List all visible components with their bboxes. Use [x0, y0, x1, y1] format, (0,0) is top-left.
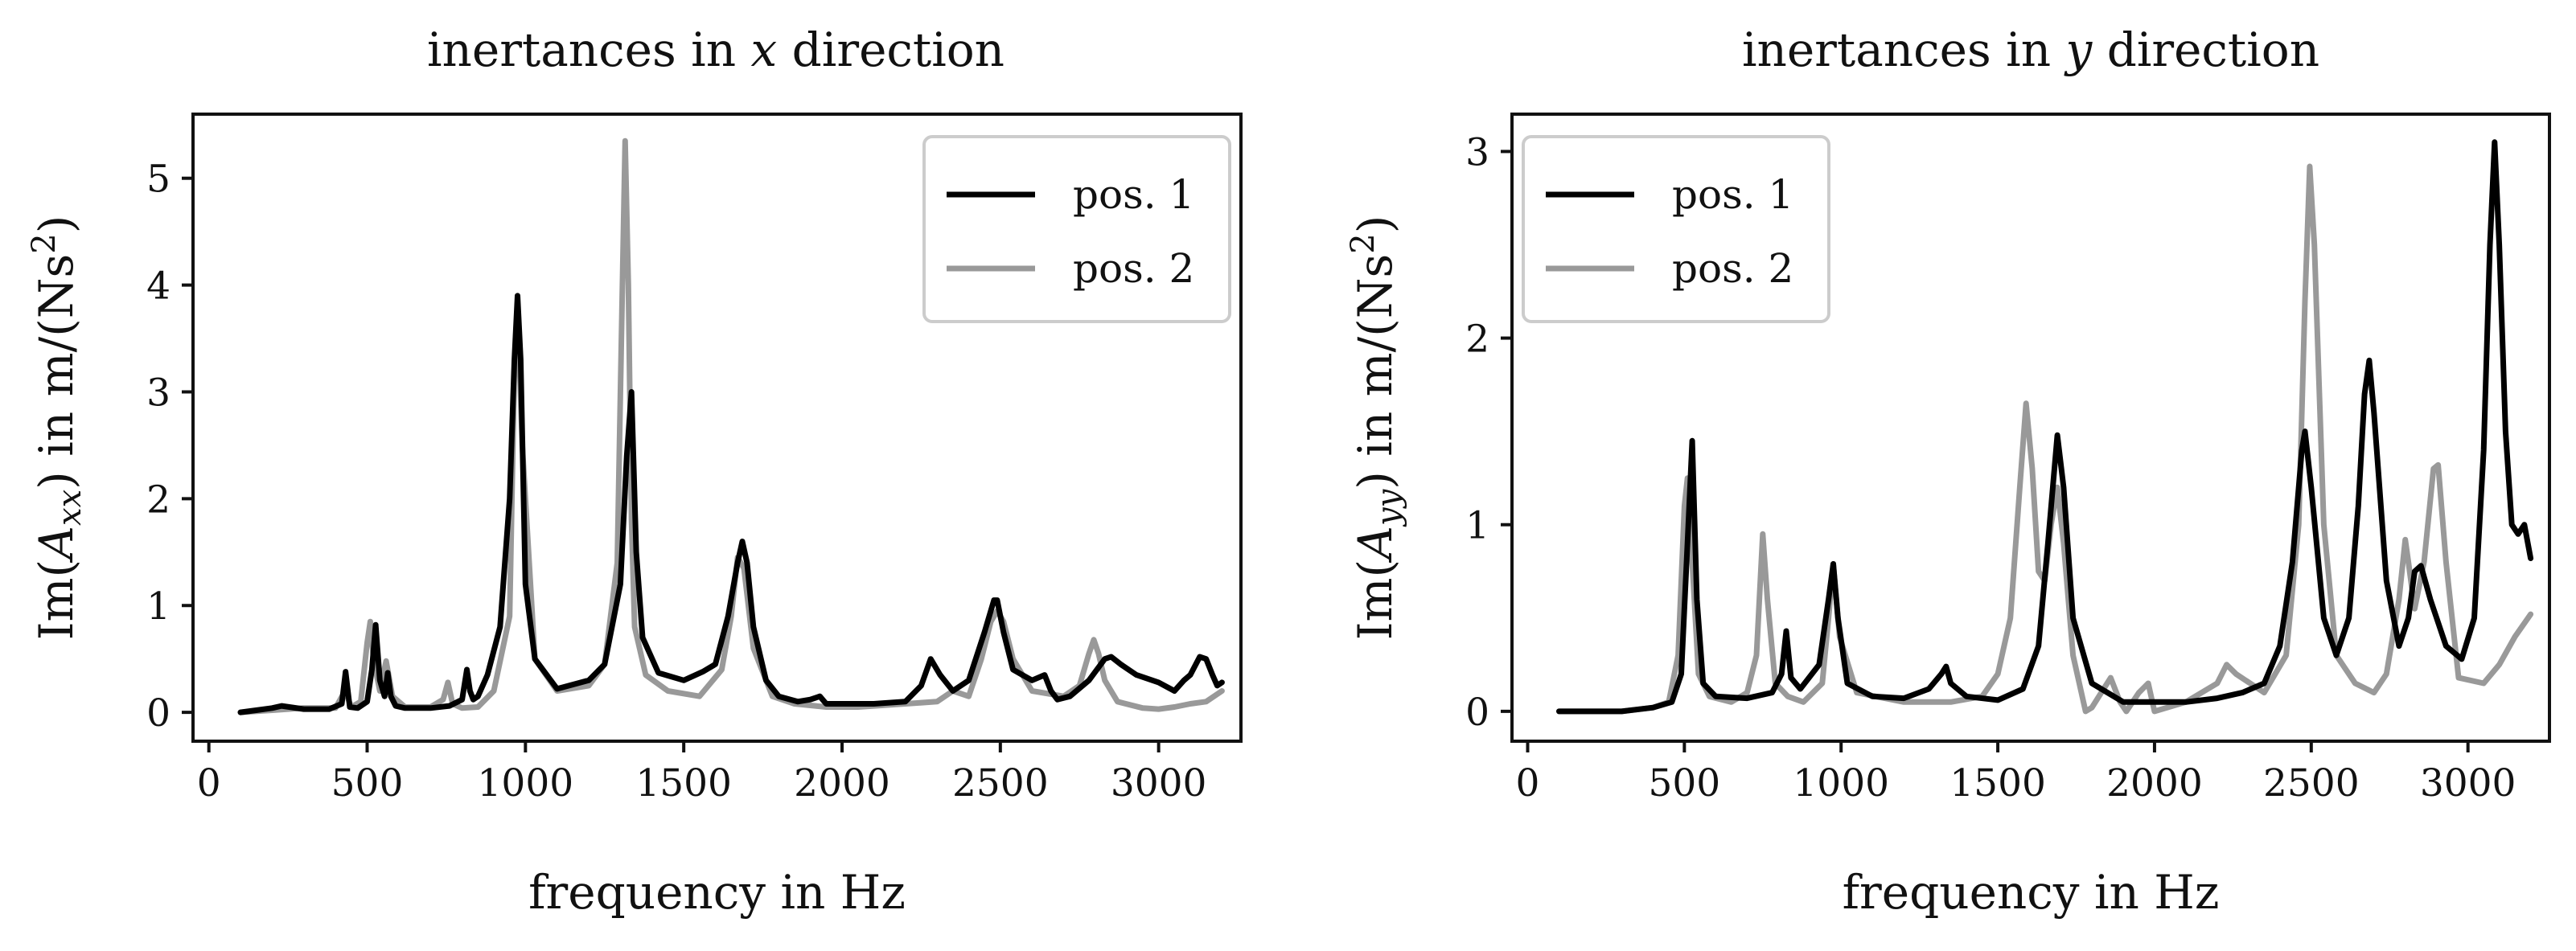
- chart-y-direction: inertances in y direction 0 500 1000 1500 200…: [1345, 23, 2551, 920]
- y-tick-label: 2: [146, 478, 171, 522]
- legend-label-pos-2: pos. 2: [1672, 245, 1793, 292]
- x-tick-label: 2000: [2106, 761, 2203, 805]
- y-tick-label: 4: [146, 264, 171, 309]
- y-tick-label: 1: [146, 584, 171, 629]
- x-tick-label: 0: [197, 761, 221, 805]
- legend-box: [922, 135, 1231, 323]
- chart-title: inertances in y direction: [1742, 23, 2319, 77]
- x-tick-label: 0: [1516, 761, 1540, 805]
- plot-frame: [1510, 113, 2551, 743]
- legend: pos. 1 pos. 2: [922, 135, 1231, 323]
- chart-x-direction: inertances in x direction 0 500 1000 1500 200…: [26, 23, 1243, 920]
- x-tick-label: 1500: [1949, 761, 2046, 805]
- x-tick-label: 1500: [635, 761, 732, 805]
- x-axis-label: frequency in Hz: [1843, 865, 2220, 920]
- y-tick-label: 5: [146, 158, 171, 202]
- y-tick-label: 2: [1465, 318, 1489, 362]
- x-tick-label: 3000: [1111, 761, 1207, 805]
- chart-title: inertances in x direction: [427, 23, 1005, 77]
- y-tick-label: 0: [146, 691, 171, 736]
- legend: pos. 1 pos. 2: [1522, 135, 1830, 323]
- legend-box: [1522, 135, 1830, 323]
- x-tick-label: 1000: [478, 761, 574, 805]
- y-axis-label: Im(Axx) in m/(Ns2): [26, 215, 88, 641]
- y-tick-label: 1: [1465, 504, 1489, 548]
- x-tick-label: 2500: [2263, 761, 2360, 805]
- y-tick-label: 0: [1465, 691, 1489, 735]
- y-tick-label: 3: [1465, 130, 1489, 174]
- legend-label-pos-2: pos. 2: [1073, 245, 1194, 292]
- legend-label-pos-1: pos. 1: [1672, 171, 1793, 218]
- x-tick-label: 2500: [952, 761, 1049, 805]
- x-tick-label: 500: [331, 761, 404, 805]
- series-line-pos-1: [237, 293, 1225, 715]
- legend-label-pos-1: pos. 1: [1073, 171, 1194, 218]
- series-line-pos-1: [1556, 139, 2534, 715]
- x-tick-label: 2000: [794, 761, 890, 805]
- x-tick-label: 3000: [2420, 761, 2516, 805]
- y-tick-label: 3: [146, 371, 171, 415]
- plot-frame: [191, 113, 1243, 743]
- x-axis-label: frequency in Hz: [528, 865, 906, 920]
- x-tick-label: 1000: [1793, 761, 1889, 805]
- y-axis-label: Im(Ayy) in m/(Ns2): [1345, 215, 1407, 641]
- x-tick-label: 500: [1648, 761, 1720, 805]
